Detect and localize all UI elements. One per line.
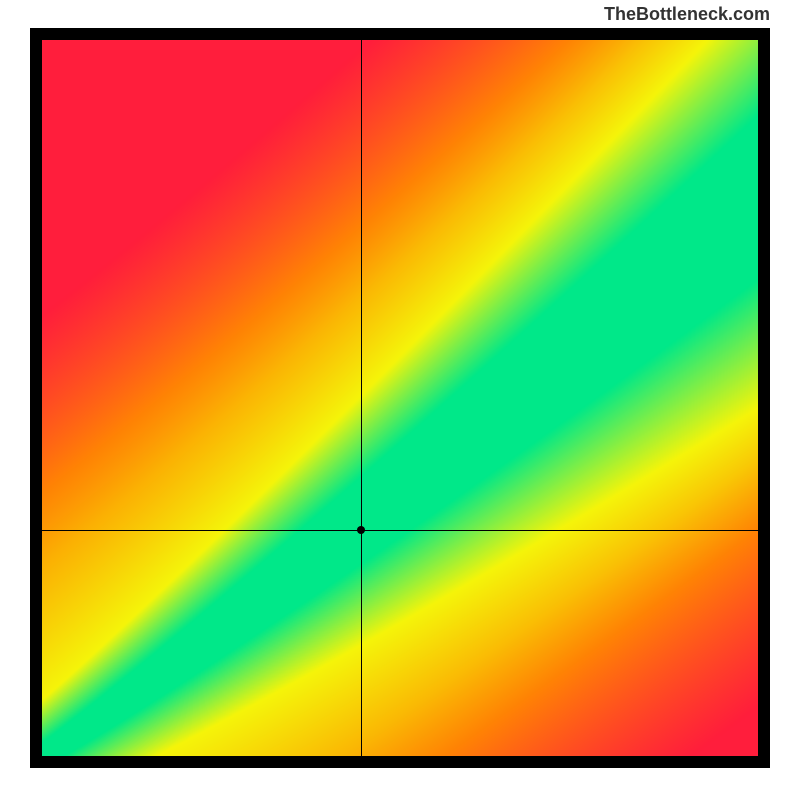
heatmap-canvas (42, 40, 758, 756)
crosshair-horizontal (42, 530, 758, 531)
watermark-text: TheBottleneck.com (604, 4, 770, 25)
crosshair-vertical (361, 40, 362, 756)
chart-inner (42, 40, 758, 756)
marker-dot (357, 526, 365, 534)
bottleneck-chart (30, 28, 770, 768)
